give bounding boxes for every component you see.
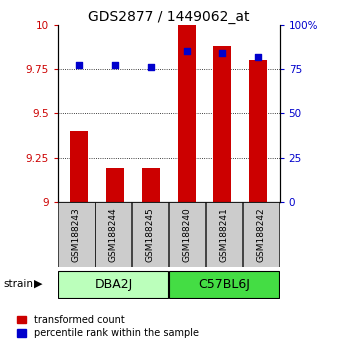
Point: [77, 63, 82, 68]
Bar: [213, 46, 231, 202]
Text: ▶: ▶: [34, 279, 43, 289]
Point: [184, 48, 189, 54]
Title: GDS2877 / 1449062_at: GDS2877 / 1449062_at: [88, 10, 250, 24]
Text: DBA2J: DBA2J: [94, 278, 133, 291]
Text: GSM188241: GSM188241: [220, 207, 229, 262]
FancyBboxPatch shape: [169, 270, 279, 298]
Text: GSM188243: GSM188243: [72, 207, 81, 262]
Bar: [71, 131, 88, 202]
Text: C57BL6J: C57BL6J: [198, 278, 250, 291]
Bar: [178, 25, 196, 202]
Text: GSM188244: GSM188244: [109, 207, 118, 262]
Text: strain: strain: [3, 279, 33, 289]
Legend: transformed count, percentile rank within the sample: transformed count, percentile rank withi…: [15, 313, 201, 340]
Point: [148, 64, 154, 70]
FancyBboxPatch shape: [169, 202, 205, 267]
Text: GSM188242: GSM188242: [257, 207, 266, 262]
Point: [113, 63, 118, 68]
Point: [220, 50, 225, 56]
Point: [255, 54, 261, 59]
FancyBboxPatch shape: [132, 202, 168, 267]
Bar: [249, 60, 267, 202]
Text: GSM188245: GSM188245: [146, 207, 155, 262]
FancyBboxPatch shape: [58, 202, 94, 267]
FancyBboxPatch shape: [243, 202, 279, 267]
FancyBboxPatch shape: [58, 270, 168, 298]
FancyBboxPatch shape: [95, 202, 132, 267]
Bar: [106, 168, 124, 202]
FancyBboxPatch shape: [206, 202, 242, 267]
Bar: [142, 168, 160, 202]
Text: GSM188240: GSM188240: [183, 207, 192, 262]
